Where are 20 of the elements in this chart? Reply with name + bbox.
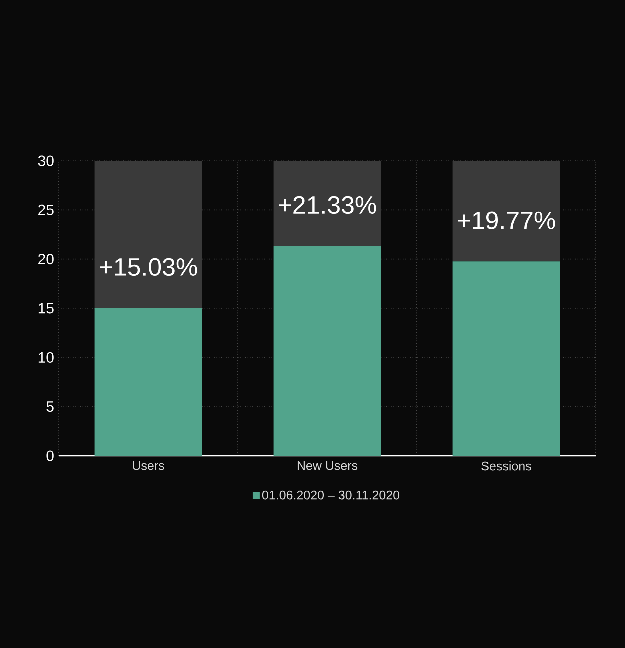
y-tick-label: 30: [38, 156, 54, 166]
y-tick-label: 0: [46, 450, 54, 462]
bar: [94, 308, 202, 456]
y-tick-label: 15: [38, 303, 54, 314]
bar: [452, 262, 560, 456]
y-tick-label: 25: [38, 204, 54, 216]
bar: [452, 160, 560, 262]
x-tick-label: Sessions: [482, 462, 532, 471]
data-label: +21.33%: [279, 196, 376, 214]
data-label: +19.77%: [458, 212, 556, 230]
bar: [274, 160, 382, 246]
x-tick-label: New Users: [298, 462, 358, 470]
y-tick-label: 20: [38, 254, 54, 265]
y-tick-label: 5: [46, 402, 54, 412]
bar: [274, 246, 382, 456]
data-label: +15.03%: [100, 258, 198, 276]
legend-label: 01.06.2020 – 30.11.2020: [262, 490, 400, 500]
x-tick-label: Users: [133, 462, 164, 470]
y-tick-label: 10: [38, 352, 54, 363]
bar: [94, 160, 202, 308]
